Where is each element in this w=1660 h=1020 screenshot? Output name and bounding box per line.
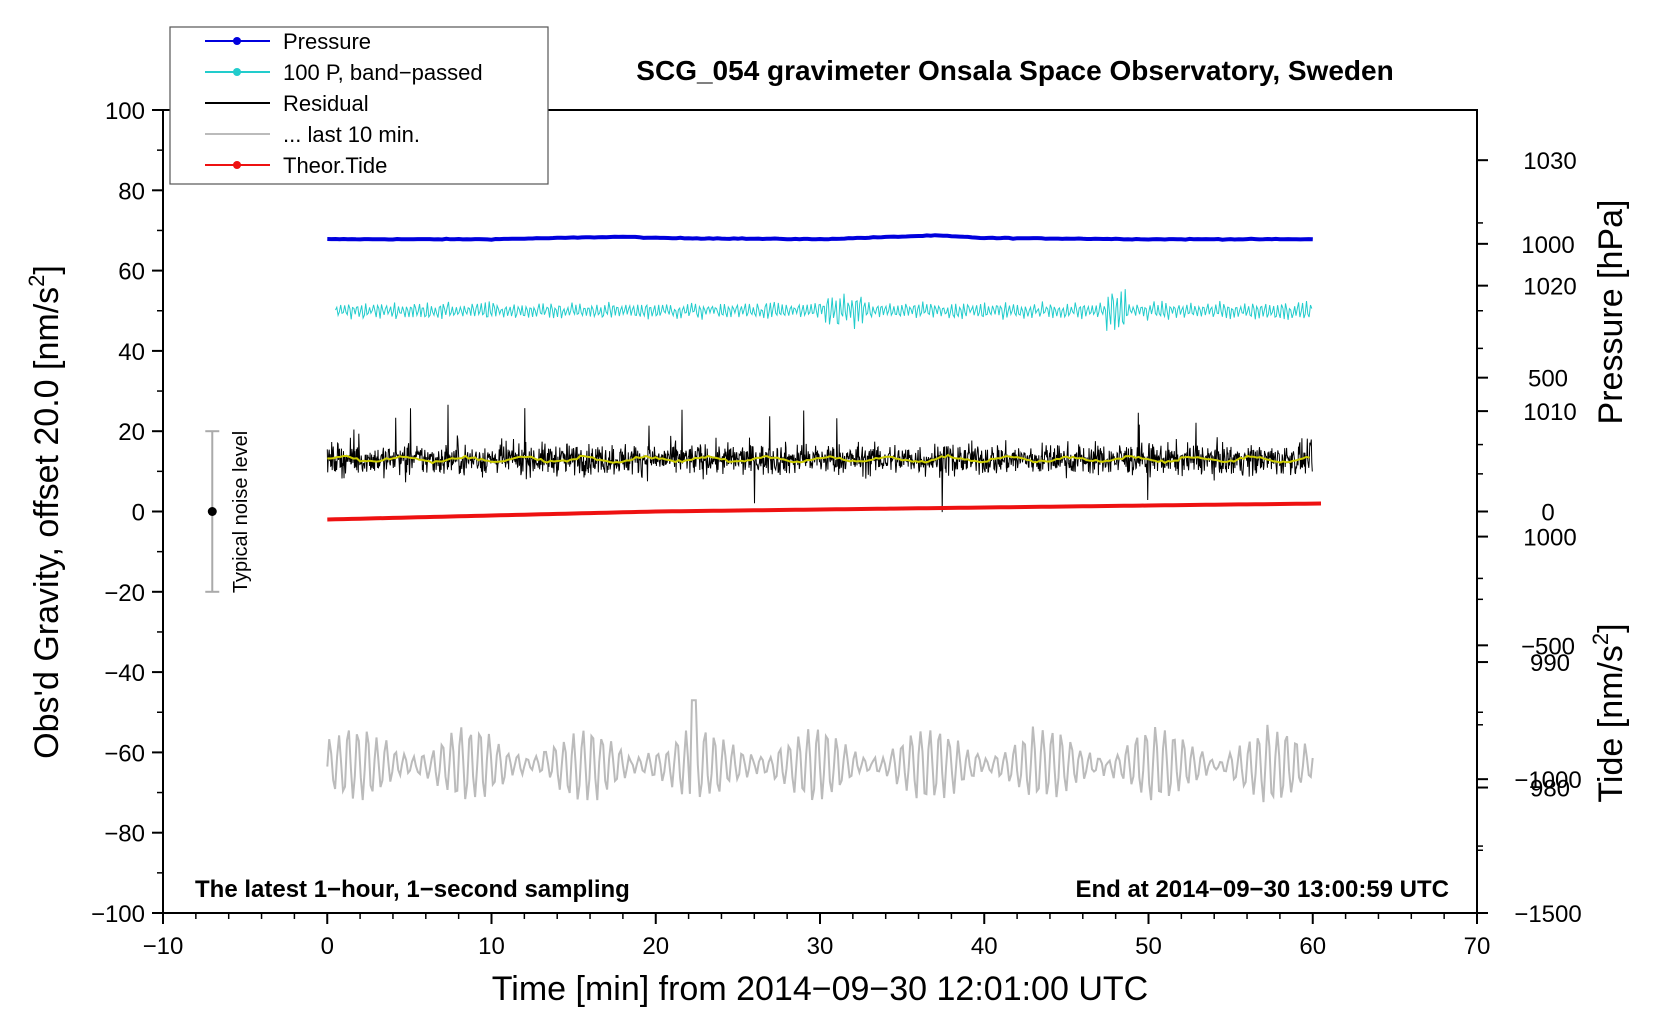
legend-label: Pressure xyxy=(283,29,371,54)
y-tick-label: −100 xyxy=(91,901,145,928)
pressure-tick-label: 1010 xyxy=(1523,399,1576,426)
y-tick-label: 40 xyxy=(118,339,145,366)
legend-label: 100 P, band−passed xyxy=(283,60,483,85)
legend-swatch-marker xyxy=(233,161,241,169)
tide-tick-label: 500 xyxy=(1528,366,1568,393)
x-axis-title: Time [min] from 2014−09−30 12:01:00 UTC xyxy=(492,970,1148,1008)
tide-axis-title-close: ] xyxy=(1592,623,1630,632)
noise-marker-dot xyxy=(207,507,217,516)
pressure-tick-label: 1020 xyxy=(1523,274,1576,301)
pressure-tick-label: 1000 xyxy=(1523,525,1576,552)
tide-tick-label: −1000 xyxy=(1514,767,1581,794)
chart-title: SCG_054 gravimeter Onsala Space Observat… xyxy=(636,55,1393,86)
y-tick-label: −20 xyxy=(104,580,145,607)
series-last-10-min-line xyxy=(326,699,1314,803)
y-tick-label: 80 xyxy=(118,178,145,205)
y-axis-title-close: ] xyxy=(28,265,66,274)
y-tick-label: 60 xyxy=(118,259,145,286)
x-tick-label: 10 xyxy=(478,933,505,960)
noise-marker-label: Typical noise level xyxy=(230,431,252,593)
y-axis-title: Obs'd Gravity, offset 20.0 [nm/s2] xyxy=(24,265,66,759)
pressure-tick-label: 1030 xyxy=(1523,148,1576,175)
legend: Pressure 100 P, band−passed Residual ... la… xyxy=(205,29,483,178)
legend-box xyxy=(169,26,549,185)
pressure-axis-title: Pressure [hPa] xyxy=(1592,200,1630,425)
tide-axis-title-main: Tide [nm/s xyxy=(1592,645,1630,802)
x-tick-label: 20 xyxy=(642,933,669,960)
legend-label: Residual xyxy=(283,91,369,116)
tide-tick-label: −500 xyxy=(1521,633,1575,660)
legend-swatch-marker xyxy=(233,68,241,76)
series-residual-smoothed-line xyxy=(327,453,1310,465)
y-tick-label: 20 xyxy=(118,419,145,446)
tide-tick-label: −1500 xyxy=(1514,901,1581,928)
legend-swatch-marker xyxy=(233,37,241,45)
legend-label: ... last 10 min. xyxy=(283,122,420,147)
series-pressure-line xyxy=(327,233,1313,242)
series-residual-line xyxy=(326,404,1313,513)
series-tide-line xyxy=(327,501,1322,522)
ticks-layer: −10 0 10 20 30 40 50 60 70−100−80−60−40−20020406… xyxy=(91,98,1582,960)
y-tick-label: 0 xyxy=(132,500,145,527)
x-tick-label: 30 xyxy=(807,933,834,960)
tide-axis-title: Tide [nm/s2] xyxy=(1588,623,1630,802)
y-tick-label: 100 xyxy=(105,98,145,125)
y-tick-label: −80 xyxy=(104,821,145,848)
x-tick-label: 60 xyxy=(1299,933,1326,960)
x-tick-label: 50 xyxy=(1135,933,1162,960)
annotation-end-time: End at 2014−09−30 13:00:59 UTC xyxy=(1075,876,1449,903)
series-pressure-bandpassed-line xyxy=(335,289,1313,331)
y-tick-label: −60 xyxy=(104,740,145,767)
y-axis-title-main: Obs'd Gravity, offset 20.0 [nm/s xyxy=(28,287,66,759)
tide-tick-label: 0 xyxy=(1541,500,1554,527)
annotation-sampling: The latest 1−hour, 1−second sampling xyxy=(195,876,630,903)
tide-tick-label: 1000 xyxy=(1521,232,1574,259)
x-tick-label: 70 xyxy=(1464,933,1491,960)
tide-axis-title-sup: 2 xyxy=(1588,633,1613,645)
legend-label: Theor.Tide xyxy=(283,153,387,178)
x-tick-label: 0 xyxy=(321,933,334,960)
x-tick-label: −10 xyxy=(143,933,184,960)
x-tick-label: 40 xyxy=(971,933,998,960)
pressure-tick-label: 990 xyxy=(1530,650,1570,677)
y-axis-title-sup: 2 xyxy=(24,275,49,287)
pressure-tick-label: 980 xyxy=(1530,776,1570,803)
y-tick-label: −40 xyxy=(104,660,145,687)
series-layer xyxy=(205,233,1322,803)
